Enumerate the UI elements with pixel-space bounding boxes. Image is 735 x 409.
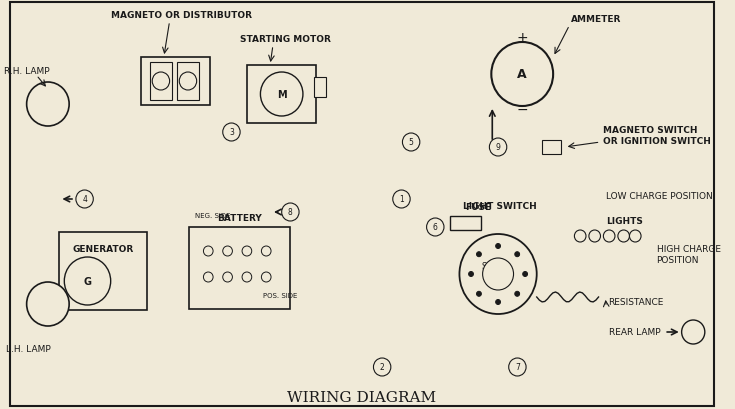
Text: 8: 8 [288, 208, 293, 217]
Text: FUSE: FUSE [465, 203, 491, 212]
Text: 4: 4 [82, 195, 87, 204]
Text: LIGHTS: LIGHTS [606, 217, 643, 226]
Circle shape [373, 358, 391, 376]
Circle shape [483, 258, 514, 290]
Text: S: S [482, 262, 487, 271]
Circle shape [26, 83, 69, 127]
Text: −: − [517, 103, 528, 117]
Bar [189, 227, 290, 309]
Circle shape [629, 230, 641, 243]
Text: +: + [517, 31, 528, 45]
Text: 6: 6 [433, 223, 438, 232]
Text: 1: 1 [399, 195, 404, 204]
Text: M: M [277, 90, 287, 100]
Circle shape [589, 230, 600, 243]
Circle shape [495, 244, 501, 249]
Text: HIGH CHARGE
POSITION: HIGH CHARGE POSITION [656, 245, 720, 264]
Text: 7: 7 [515, 363, 520, 372]
Circle shape [514, 252, 520, 257]
Circle shape [262, 246, 271, 256]
Bar [177, 63, 198, 101]
Circle shape [476, 252, 481, 257]
Circle shape [426, 218, 444, 236]
Circle shape [242, 246, 251, 256]
Circle shape [204, 246, 213, 256]
Circle shape [490, 139, 506, 157]
Circle shape [574, 230, 586, 243]
Bar [542, 141, 561, 155]
Text: 2: 2 [380, 363, 384, 372]
Circle shape [204, 272, 213, 282]
Circle shape [491, 43, 553, 107]
Circle shape [469, 272, 473, 277]
Bar [314, 78, 326, 98]
Circle shape [476, 292, 481, 297]
Text: STARTING MOTOR: STARTING MOTOR [240, 36, 331, 45]
Text: MAGNETO OR DISTRIBUTOR: MAGNETO OR DISTRIBUTOR [111, 11, 251, 20]
Circle shape [223, 124, 240, 142]
Text: LOW CHARGE POSITION: LOW CHARGE POSITION [606, 192, 713, 201]
Text: NEG. SIDE: NEG. SIDE [195, 213, 230, 218]
Circle shape [26, 282, 69, 326]
Bar [150, 63, 171, 101]
Circle shape [262, 272, 271, 282]
Text: RESISTANCE: RESISTANCE [608, 298, 664, 307]
Circle shape [523, 272, 528, 277]
Circle shape [179, 73, 197, 91]
Bar [59, 232, 148, 310]
Circle shape [603, 230, 615, 243]
Circle shape [495, 300, 501, 305]
Circle shape [282, 204, 299, 221]
Text: L.H. LAMP: L.H. LAMP [6, 345, 51, 354]
Text: LIGHT SWITCH: LIGHT SWITCH [463, 202, 537, 211]
Circle shape [152, 73, 170, 91]
Circle shape [76, 191, 93, 209]
Text: BATTERY: BATTERY [217, 214, 262, 223]
Text: 5: 5 [409, 138, 414, 147]
Text: R.H. LAMP: R.H. LAMP [4, 67, 49, 76]
Text: 9: 9 [495, 143, 501, 152]
Circle shape [459, 234, 537, 314]
Circle shape [223, 272, 232, 282]
Bar [140, 58, 210, 106]
Text: GENERATOR: GENERATOR [72, 245, 134, 254]
Text: A: A [517, 68, 527, 81]
Text: REAR LAMP: REAR LAMP [609, 328, 661, 337]
Text: AMMETER: AMMETER [570, 16, 621, 25]
Circle shape [64, 257, 111, 305]
Text: WIRING DIAGRAM: WIRING DIAGRAM [287, 390, 437, 404]
Bar [450, 216, 481, 230]
Text: MAGNETO SWITCH
OR IGNITION SWITCH: MAGNETO SWITCH OR IGNITION SWITCH [603, 126, 711, 145]
Text: POS. SIDE: POS. SIDE [263, 292, 298, 298]
Circle shape [260, 73, 303, 117]
Bar [247, 66, 317, 124]
Circle shape [242, 272, 251, 282]
Circle shape [223, 246, 232, 256]
Circle shape [392, 191, 410, 209]
Text: G: G [84, 276, 91, 286]
Circle shape [403, 134, 420, 152]
Circle shape [509, 358, 526, 376]
Circle shape [618, 230, 629, 243]
Text: 3: 3 [229, 128, 234, 137]
Circle shape [681, 320, 705, 344]
Circle shape [514, 292, 520, 297]
